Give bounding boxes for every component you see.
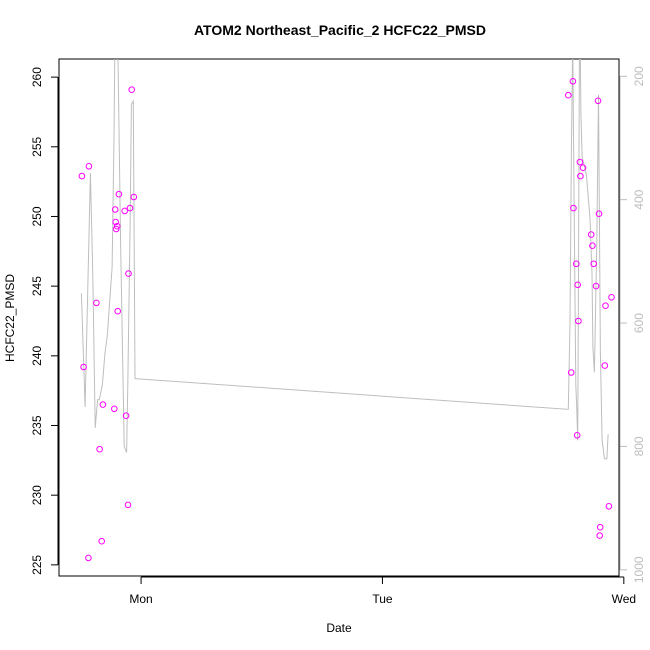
data-point (112, 225, 120, 233)
chart-title: ATOM2 Northeast_Pacific_2 HCFC22_PMSD (194, 22, 486, 38)
data-point (573, 260, 580, 268)
data-point (592, 282, 600, 290)
data-point (96, 445, 103, 453)
data-point (126, 204, 134, 212)
y-tick-label: 230 (30, 485, 44, 505)
data-point (602, 302, 609, 310)
data-point (128, 86, 135, 93)
series-layer (78, 59, 615, 562)
y-tick-label: 260 (30, 67, 44, 87)
data-point (130, 193, 138, 201)
data-point (111, 405, 118, 413)
data-point (595, 210, 603, 217)
plot-area-frame (58, 58, 620, 577)
y-tick-label: 235 (30, 415, 44, 435)
data-point (601, 362, 609, 369)
data-point (122, 412, 130, 420)
data-point (573, 432, 581, 439)
data-point (85, 554, 92, 562)
data-point (567, 369, 575, 376)
y2-tick-label: 1000 (632, 556, 646, 583)
y-axis-label: HCFC22_PMSD (3, 274, 17, 362)
y-tick-label: 250 (30, 206, 44, 226)
data-point (114, 307, 121, 315)
series-line (80, 59, 609, 460)
data-point (577, 172, 584, 180)
data-point (590, 260, 598, 268)
x-axis-label: Date (326, 621, 352, 635)
y-tick-label: 255 (30, 136, 44, 156)
data-point (121, 207, 128, 215)
data-point (596, 532, 604, 539)
x-tick-label: Mon (129, 592, 152, 606)
data-point (570, 204, 577, 212)
data-point (576, 158, 584, 166)
data-point (112, 218, 119, 226)
data-point (125, 270, 132, 277)
data-point (574, 281, 582, 289)
data-point (575, 317, 582, 325)
data-point (569, 78, 577, 85)
data-point (98, 537, 105, 545)
data-point (605, 503, 613, 510)
data-point (594, 97, 602, 105)
data-point (99, 401, 107, 408)
data-point (78, 172, 86, 180)
y-tick-label: 225 (30, 555, 44, 575)
data-point (85, 163, 93, 170)
x-tick-label: Wed (612, 592, 636, 606)
data-point (608, 294, 615, 301)
data-point (111, 206, 119, 213)
y2-tick-label: 800 (632, 436, 646, 456)
x-tick-label: Tue (372, 592, 393, 606)
data-point (587, 231, 595, 238)
y2-tick-label: 200 (632, 66, 646, 86)
axes-layer: Mon Tue Wed 225 230 235 240 245 250 255 260 200 400 6… (30, 66, 646, 606)
data-point (80, 363, 87, 371)
data-point (589, 242, 596, 249)
data-point (115, 190, 123, 198)
y2-tick-label: 600 (632, 313, 646, 333)
y-tick-label: 240 (30, 345, 44, 365)
data-point (113, 222, 121, 230)
data-point (579, 164, 587, 171)
y-tick-label: 245 (30, 276, 44, 296)
y2-tick-label: 400 (632, 189, 646, 209)
data-point (565, 91, 572, 99)
data-point (596, 523, 604, 531)
data-point (124, 501, 132, 509)
data-point (93, 299, 100, 307)
